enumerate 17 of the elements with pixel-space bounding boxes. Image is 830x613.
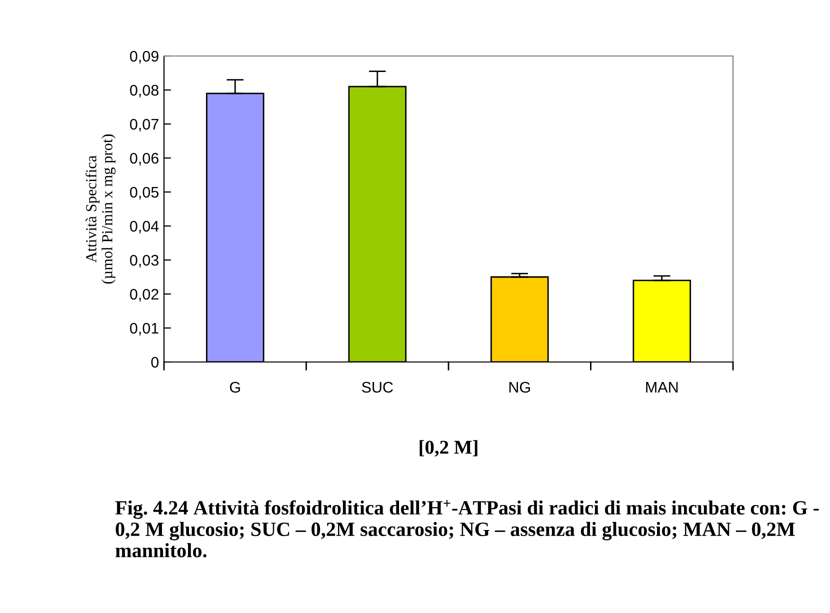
y-tick-label: 0 xyxy=(151,356,159,368)
y-tick-label: 0,09 xyxy=(130,50,158,64)
y-axis-title: Attività Specifica (µmol Pi/min x mg prot) xyxy=(85,134,116,284)
y-tick-label: 0,01 xyxy=(130,322,158,336)
y-tick-label: 0,04 xyxy=(130,220,159,234)
caption: Fig. 4.24 Attività fosfoidrolitica dell’H$^{+}$-ATPasi di radici di mais incubate con: G - 0,2 M glucosio; SUC – 0,2M saccarosio; NG – assenza di glucosio; MAN – 0,2M mannitolo. xyxy=(115,500,819,558)
x-tick-label: G xyxy=(230,382,240,393)
x-axis-title: [0,2 M] xyxy=(420,440,478,457)
y-tick-label: 0,08 xyxy=(130,84,158,98)
y-tick-label: 0,02 xyxy=(130,288,158,302)
y-tick-label: 0,05 xyxy=(130,186,158,200)
y-tick-label: 0,06 xyxy=(130,152,158,166)
x-tick-label: MAN xyxy=(646,382,678,393)
x-tick-label: NG xyxy=(509,382,530,393)
y-tick-label: 0,03 xyxy=(130,254,158,268)
x-tick-label: SUC xyxy=(362,382,393,393)
y-tick-label: 0,07 xyxy=(130,118,158,132)
